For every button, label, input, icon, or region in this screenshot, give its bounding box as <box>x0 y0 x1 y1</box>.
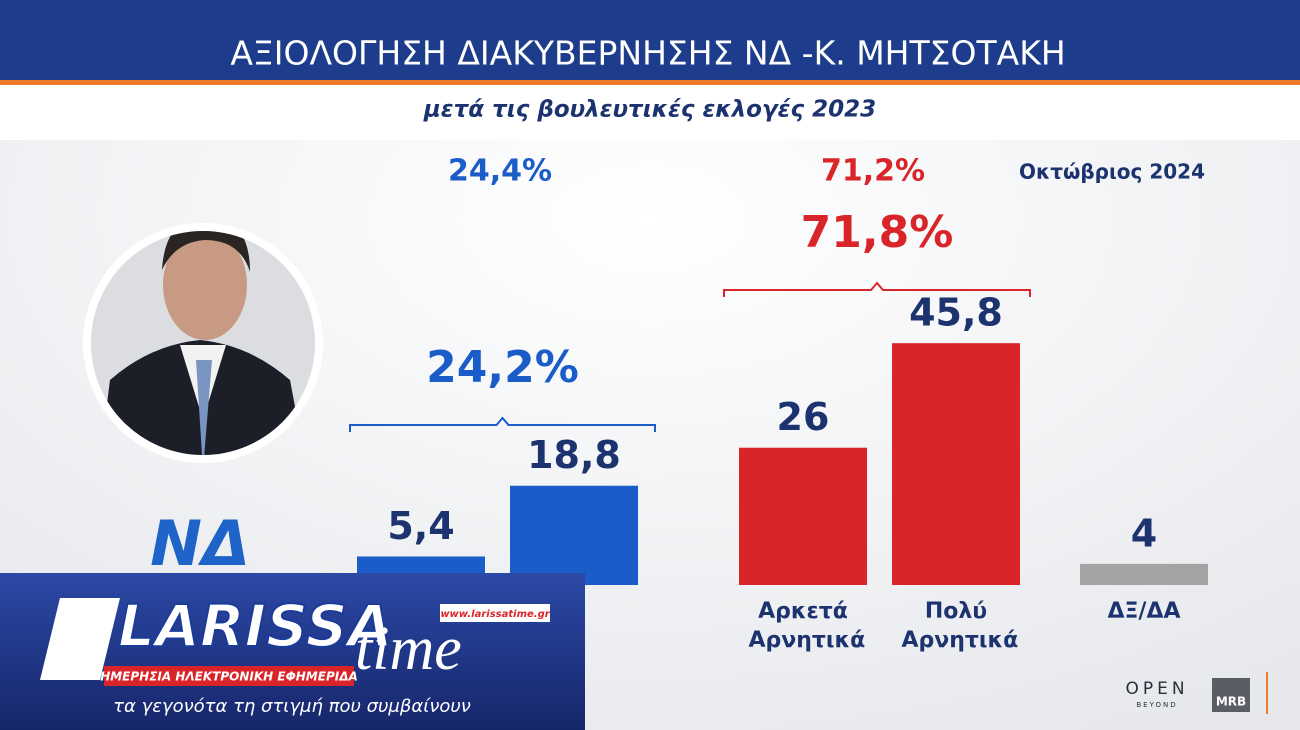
bar <box>1080 563 1208 585</box>
url: www.larissatime.gr <box>440 609 550 620</box>
pollster-box <box>1212 678 1250 712</box>
bar <box>892 343 1020 585</box>
bar <box>510 485 638 585</box>
previous-total: 24,4% <box>448 154 552 189</box>
logos: OPEN BEYOND MRB <box>1125 672 1268 714</box>
channel-sub: BEYOND <box>1136 701 1177 709</box>
category-label: Πολύ Αρνητικά <box>894 599 1018 653</box>
value-label: 26 <box>777 395 830 439</box>
logo-divider <box>1266 672 1268 714</box>
value-label: 4 <box>1131 511 1157 555</box>
strap: ΗΜΕΡΗΣΙΑ ΗΛΕΚΤΡΟΝΙΚΗ ΕΦΗΜΕΡΙΔΑ <box>100 670 358 684</box>
value-label: 5,4 <box>387 504 454 548</box>
strap-box <box>104 666 354 686</box>
group-total: 24,2% <box>426 342 579 393</box>
group-bracket <box>349 416 656 432</box>
group-total: 71,8% <box>801 207 954 258</box>
brand: LARISSA <box>118 592 392 660</box>
title: ΑΞΙΟΛΟΓΗΣΗ ΔΙΑΚΥΒΕΡΝΗΣΗΣ ΝΔ -Κ. ΜΗΤΣΟΤΑΚ… <box>230 34 1065 73</box>
previous-total: 71,2% <box>821 154 925 189</box>
value-label: 18,8 <box>527 433 621 477</box>
party-logo: ΝΔ <box>150 507 250 580</box>
channel-logo: OPEN <box>1125 679 1188 699</box>
tagline: τα γεγονότα τη στιγμή που συμβαίνουν <box>113 696 471 717</box>
brand-suffix: time <box>355 615 462 683</box>
chart: 5,4 18,8 26 Αρκετά Αρνητικά 45,8 Πολύ Αρνητικ… <box>349 154 1208 653</box>
value-label: 45,8 <box>909 291 1003 335</box>
url-box <box>440 604 550 622</box>
overlay: LARISSA www.larissatime.gr ΗΜΕΡΗΣΙΑ ΗΛΕΚ… <box>0 573 585 730</box>
subtitle: μετά τις βουλευτικές εκλογές 2023 <box>423 97 876 123</box>
category-label: ΔΞ/ΔΑ <box>1107 599 1180 624</box>
category-label: Αρκετά Αρνητικά <box>741 599 865 653</box>
bar <box>739 447 867 585</box>
accent-line <box>0 80 1300 85</box>
title-band <box>0 0 1300 80</box>
brand-mark <box>40 598 120 680</box>
pollster-logo: MRB <box>1216 695 1246 709</box>
portrait <box>83 223 323 463</box>
group-bracket <box>723 281 1031 297</box>
subtitle-band <box>0 85 1300 140</box>
previous-label: Οκτώβριος 2024 <box>1019 160 1205 184</box>
